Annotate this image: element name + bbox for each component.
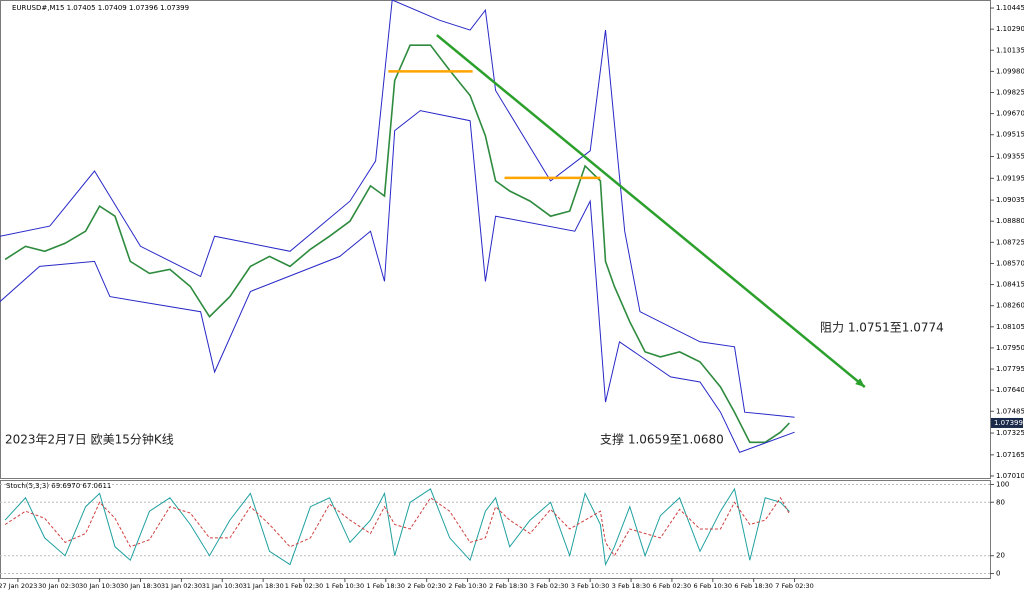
price-tag [991, 417, 1023, 428]
x-tick-label: 6 Feb 18:30 [734, 582, 773, 590]
y-tick-label: 20 [996, 552, 1005, 560]
sub-title: Stoch(5,3,3) 69.6970 67.0611 [6, 482, 111, 490]
y-tick-label: 1.09355 [996, 153, 1024, 161]
y-tick-label: 1.09035 [996, 196, 1024, 204]
y-tick-label: 1.09195 [996, 174, 1024, 182]
y-tick-label: 1.07010 [996, 472, 1024, 480]
x-tick-label: 2 Feb 02:30 [407, 582, 446, 590]
x-tick-label: 3 Feb 10:30 [571, 582, 610, 590]
y-tick-label: 100 [996, 480, 1009, 488]
arrow-head [855, 378, 865, 388]
x-tick-label: 2 Feb 18:30 [489, 582, 528, 590]
y-tick-label: 1.08725 [996, 238, 1024, 246]
x-tick-label: 30 Jan 02:30 [38, 582, 79, 590]
series-line [0, 0, 795, 418]
series-line [4, 496, 790, 557]
y-tick-label: 1.10445 [996, 4, 1024, 12]
x-tick-label: 1 Feb 02:30 [285, 582, 324, 590]
x-tick-label: 31 Jan 10:30 [202, 582, 243, 590]
y-tick-label: 1.07640 [996, 386, 1024, 394]
price-tag-label: 1.07399 [994, 419, 1023, 427]
x-tick-label: 3 Feb 02:30 [530, 582, 569, 590]
y-tick-label: 1.08260 [996, 302, 1024, 310]
y-tick-label: 0 [996, 570, 1000, 578]
x-tick-label: 31 Jan 02:30 [161, 582, 202, 590]
sub-panel [0, 480, 991, 579]
x-tick-label: 31 Jan 18:30 [243, 582, 284, 590]
y-tick-label: 1.09825 [996, 88, 1024, 96]
x-tick-label: 1 Feb 18:30 [367, 582, 406, 590]
x-tick-label: 27 Jan 2023 [0, 582, 37, 590]
y-tick-label: 80 [996, 498, 1005, 506]
x-tick-label: 30 Jan 18:30 [120, 582, 161, 590]
x-tick-label: 6 Feb 10:30 [694, 582, 733, 590]
y-tick-label: 1.08105 [996, 323, 1024, 331]
y-tick-label: 1.07485 [996, 407, 1024, 415]
trend-line [436, 34, 866, 388]
x-tick-label: 6 Feb 02:30 [653, 582, 692, 590]
y-tick-label: 1.08570 [996, 259, 1024, 267]
annotation: 支撑 1.0659至1.0680 [600, 432, 724, 447]
x-tick-label: 30 Jan 10:30 [79, 582, 120, 590]
y-tick-label: 1.08415 [996, 281, 1024, 289]
y-tick-label: 1.10290 [996, 25, 1024, 33]
x-tick-label: 7 Feb 02:30 [775, 582, 814, 590]
x-tick-label: 1 Feb 10:30 [326, 582, 365, 590]
chart-title: EURUSD#,M15 1.07405 1.07409 1.07396 1.07… [12, 4, 189, 12]
annotation: 阻力 1.0751至1.0774 [820, 321, 944, 335]
x-tick-label: 2 Feb 10:30 [448, 582, 487, 590]
annotation: 2023年2月7日 欧美15分钟K线 [5, 432, 174, 447]
series-line [4, 44, 790, 444]
y-tick-label: 1.09515 [996, 131, 1024, 139]
series-line [0, 110, 795, 454]
y-tick-label: 1.07950 [996, 344, 1024, 352]
y-tick-label: 1.10135 [996, 46, 1024, 54]
y-tick-label: 1.09980 [996, 67, 1024, 75]
main-panel [0, 0, 991, 479]
y-tick-label: 1.07165 [996, 451, 1024, 459]
x-tick-label: 3 Feb 18:30 [612, 582, 651, 590]
y-tick-label: 1.07325 [996, 429, 1024, 437]
y-tick-label: 1.07795 [996, 365, 1024, 373]
y-tick-label: 1.09670 [996, 110, 1024, 118]
series-line [4, 487, 790, 567]
y-tick-label: 1.08880 [996, 217, 1024, 225]
